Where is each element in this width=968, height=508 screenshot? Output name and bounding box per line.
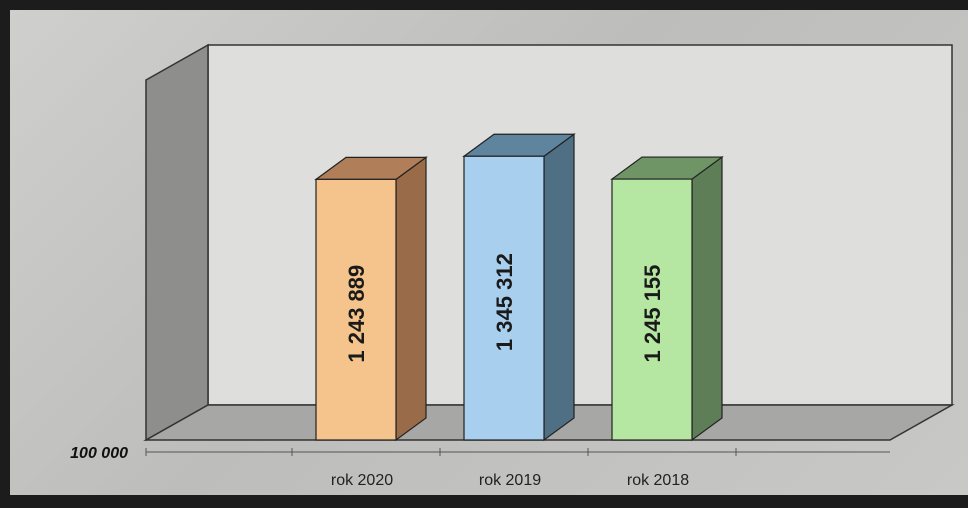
left-wall	[145, 43, 209, 442]
bar-1	[315, 178, 397, 441]
bar-side-2	[543, 133, 575, 442]
y-axis-min-label: 100 000	[70, 445, 128, 462]
bar-value-label-3: 1 245 155	[640, 265, 665, 363]
bar-side-1	[395, 156, 427, 442]
chart-frame: 100 000 1 243 889 rok 2020 1 345 312 rok 201…	[10, 10, 968, 495]
bar-value-label-1: 1 243 889	[344, 265, 369, 363]
bar-side-3	[691, 155, 723, 442]
bar-2	[463, 155, 545, 441]
x-tick-label-3: rok 2018	[627, 472, 689, 489]
x-tick-label-2: rok 2019	[479, 472, 541, 489]
bar-chart: 100 000 1 243 889 rok 2020 1 345 312 rok 201…	[70, 43, 955, 489]
bar-3	[611, 178, 693, 441]
bar-value-label-2: 1 345 312	[492, 253, 517, 351]
x-tick-label-1: rok 2020	[331, 472, 393, 489]
